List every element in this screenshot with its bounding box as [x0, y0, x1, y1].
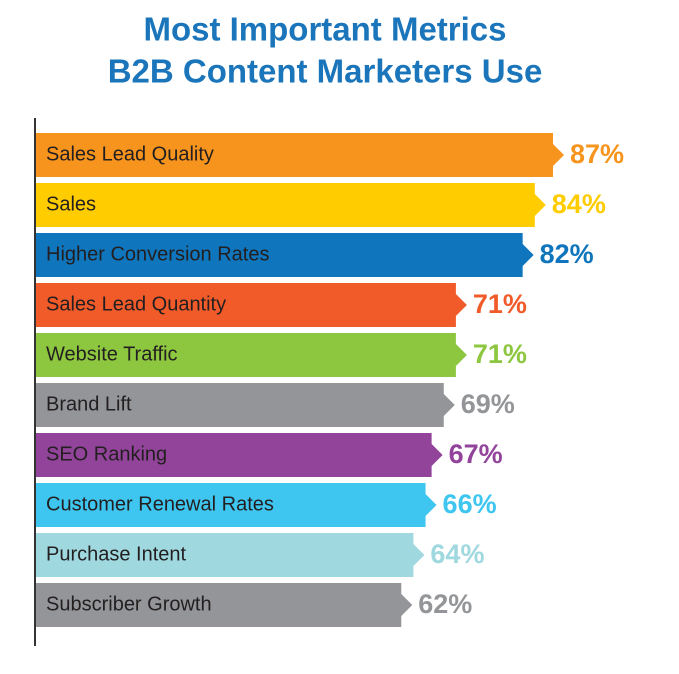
value-label: 62% [418, 589, 472, 619]
bar [36, 383, 455, 427]
bar [36, 133, 564, 177]
value-label: 66% [443, 489, 497, 519]
category-label: Sales [46, 193, 96, 215]
bar [36, 283, 467, 327]
category-label: Purchase Intent [46, 543, 187, 565]
value-label: 67% [449, 439, 503, 469]
value-label: 71% [473, 339, 527, 369]
bar [36, 333, 467, 377]
chart-title: Most Important Metrics [143, 11, 506, 48]
category-label: Sales Lead Quantity [46, 293, 226, 315]
category-label: Subscriber Growth [46, 593, 212, 615]
value-label: 64% [430, 539, 484, 569]
value-label: 84% [552, 189, 606, 219]
category-label: Higher Conversion Rates [46, 243, 269, 265]
category-label: Website Traffic [46, 343, 178, 365]
bar [36, 533, 425, 577]
value-label: 87% [570, 139, 624, 169]
category-label: Sales Lead Quality [46, 143, 214, 165]
chart-title: B2B Content Marketers Use [108, 53, 543, 90]
category-label: SEO Ranking [46, 443, 167, 465]
value-label: 82% [540, 239, 594, 269]
bar [36, 233, 534, 277]
category-label: Customer Renewal Rates [46, 493, 274, 515]
bar [36, 433, 443, 477]
value-label: 69% [461, 389, 515, 419]
bar [36, 483, 437, 527]
bar [36, 183, 546, 227]
bar [36, 583, 413, 627]
category-label: Brand Lift [46, 393, 132, 415]
value-label: 71% [473, 289, 527, 319]
